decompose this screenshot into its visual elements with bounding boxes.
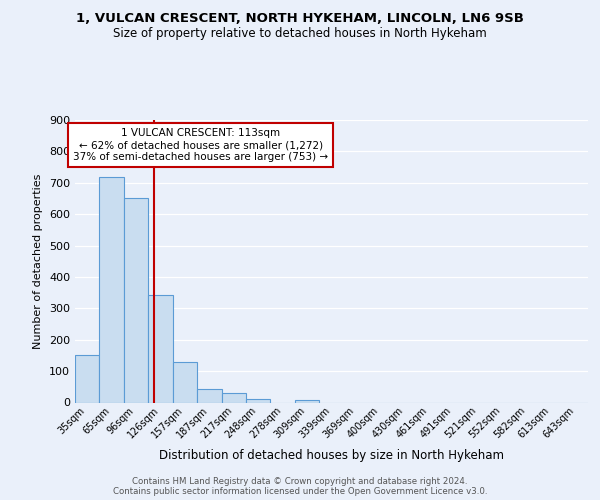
Bar bbox=[124, 198, 148, 402]
X-axis label: Distribution of detached houses by size in North Hykeham: Distribution of detached houses by size … bbox=[159, 448, 504, 462]
Bar bbox=[100, 177, 124, 402]
Bar bbox=[295, 400, 319, 402]
Text: 1, VULCAN CRESCENT, NORTH HYKEHAM, LINCOLN, LN6 9SB: 1, VULCAN CRESCENT, NORTH HYKEHAM, LINCO… bbox=[76, 12, 524, 26]
Text: Contains public sector information licensed under the Open Government Licence v3: Contains public sector information licen… bbox=[113, 487, 487, 496]
Bar bbox=[173, 362, 197, 403]
Y-axis label: Number of detached properties: Number of detached properties bbox=[34, 174, 43, 349]
Bar bbox=[221, 393, 246, 402]
Text: Contains HM Land Registry data © Crown copyright and database right 2024.: Contains HM Land Registry data © Crown c… bbox=[132, 477, 468, 486]
Bar bbox=[75, 356, 100, 403]
Bar bbox=[148, 295, 173, 403]
Text: 1 VULCAN CRESCENT: 113sqm
← 62% of detached houses are smaller (1,272)
37% of se: 1 VULCAN CRESCENT: 113sqm ← 62% of detac… bbox=[73, 128, 328, 162]
Text: Size of property relative to detached houses in North Hykeham: Size of property relative to detached ho… bbox=[113, 28, 487, 40]
Bar bbox=[246, 398, 271, 402]
Bar bbox=[197, 390, 221, 402]
